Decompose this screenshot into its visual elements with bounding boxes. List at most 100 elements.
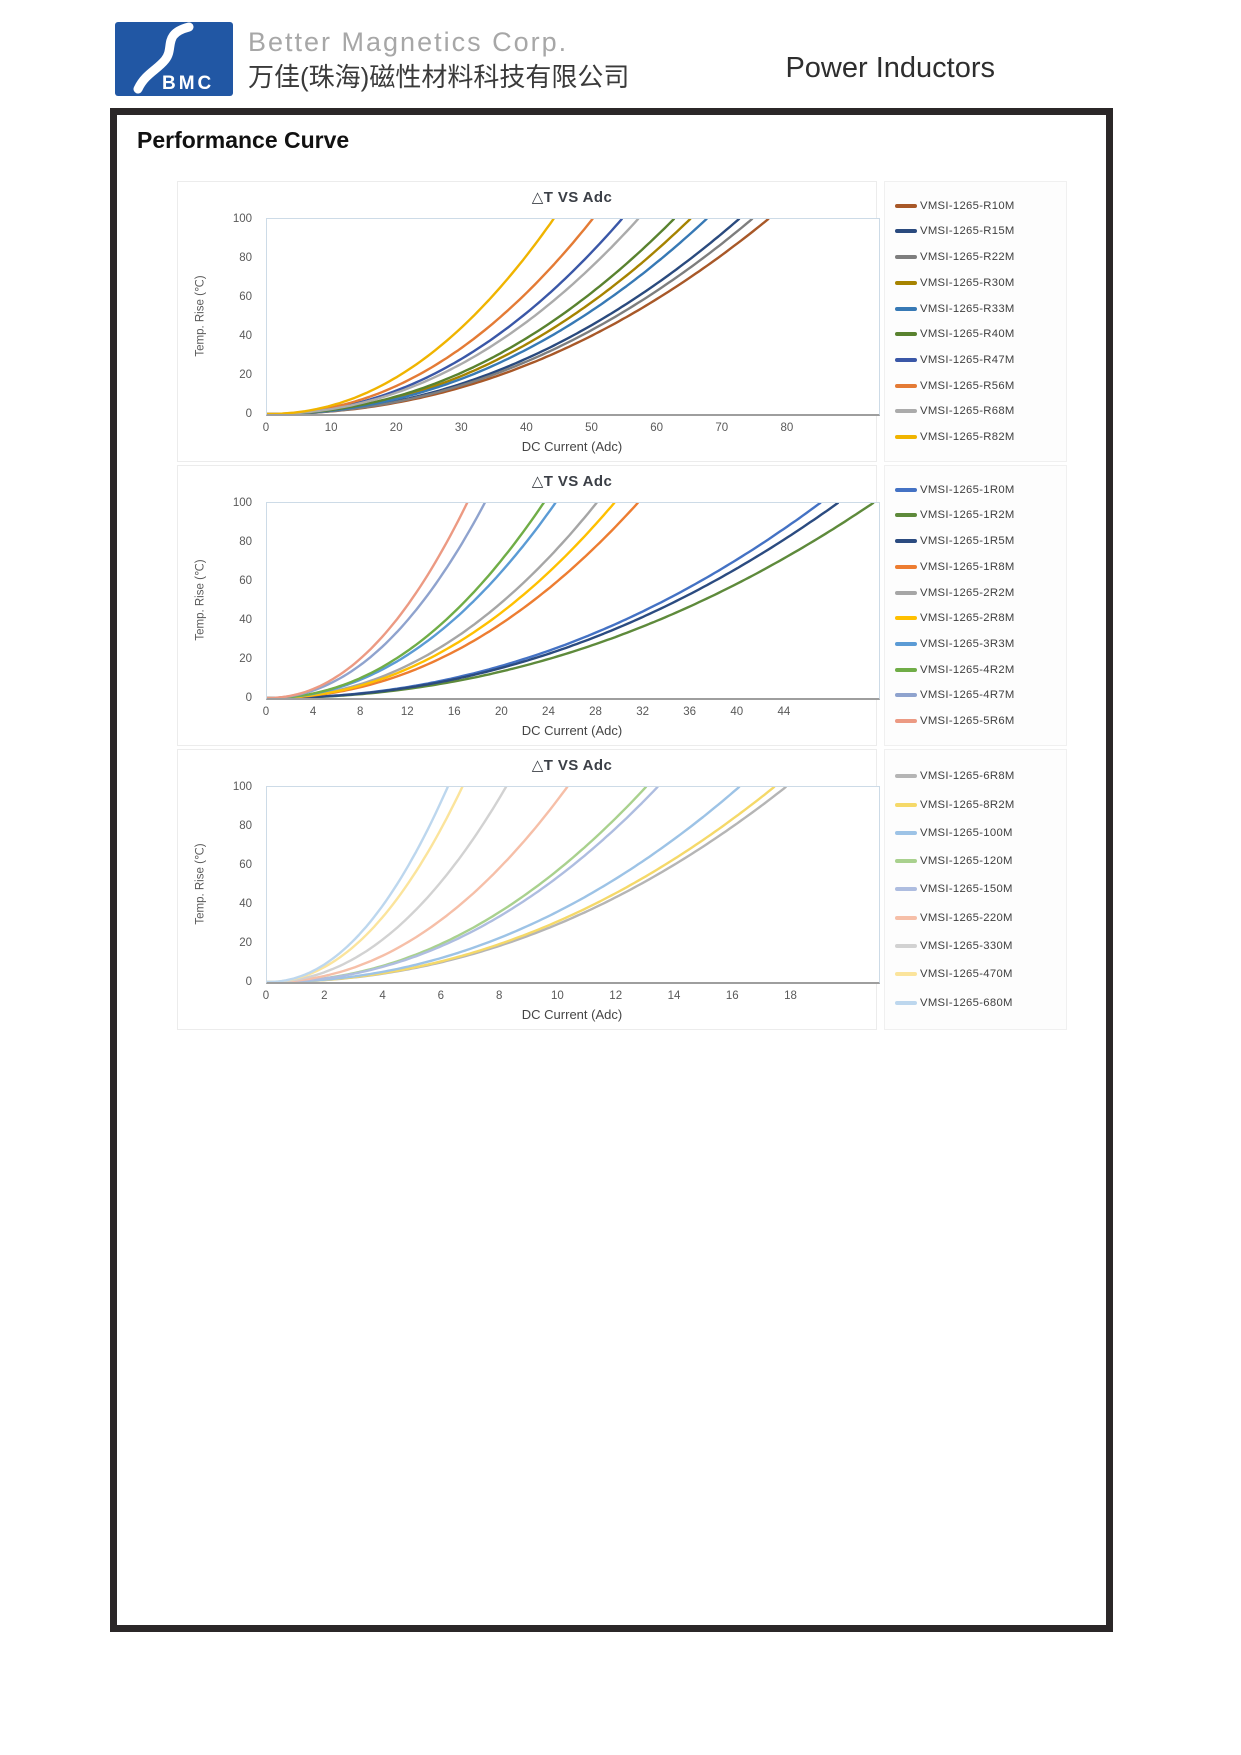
legend-item: VMSI-1265-4R7M	[895, 689, 1066, 701]
legend-label: VMSI-1265-R40M	[920, 328, 1015, 341]
x-tick-label: 18	[784, 990, 797, 1002]
x-axis-title: DC Current (Adc)	[521, 439, 623, 454]
chart-row: △T VS Adc Temp. Rise (℃) 0 20 40 60 80 100 0 10 20…	[177, 181, 1067, 462]
legend-item: VMSI-1265-1R5M	[895, 535, 1066, 547]
x-tick-label: 36	[683, 706, 697, 718]
legend-swatch-icon	[895, 802, 917, 807]
y-axis-ticks: 0 20 40 60 80 100	[178, 781, 260, 988]
legend-item: VMSI-1265-470M	[895, 968, 1066, 980]
x-axis-title: DC Current (Adc)	[521, 1007, 623, 1022]
legend-label: VMSI-1265-330M	[920, 940, 1013, 953]
legend-swatch-icon	[895, 915, 917, 920]
section-title: Performance Curve	[137, 127, 350, 153]
x-tick-label: 0	[262, 990, 270, 1002]
legend-swatch-icon	[895, 972, 917, 977]
x-tick-label: 40	[520, 422, 533, 434]
x-tick-label: 2	[321, 990, 328, 1002]
legend-swatch-icon	[895, 383, 917, 388]
legend-label: VMSI-1265-1R5M	[920, 535, 1015, 548]
legend-label: VMSI-1265-R22M	[920, 251, 1015, 264]
legend-label: VMSI-1265-2R8M	[920, 612, 1015, 625]
bmc-logo: BMC	[115, 22, 233, 96]
legend-swatch-icon	[895, 859, 917, 864]
x-tick-label: 0	[262, 422, 270, 434]
x-tick-label: 10	[324, 422, 338, 434]
legend-item: VMSI-1265-3R3M	[895, 638, 1066, 650]
x-axis-ticks: 0 10 20 30 40 50 60 70 80	[262, 422, 878, 436]
chart-title: △T VS Adc	[531, 473, 613, 490]
x-tick-label: 30	[454, 422, 468, 434]
curves-canvas	[267, 219, 770, 414]
series-curve-VMSI-1265-R15M	[267, 219, 741, 414]
legend-swatch-icon	[895, 306, 917, 311]
legend-item: VMSI-1265-150M	[895, 883, 1066, 895]
legend-label: VMSI-1265-470M	[920, 968, 1013, 981]
series-curve-VMSI-1265-8R2M	[267, 787, 776, 982]
legend-label: VMSI-1265-5R6M	[920, 715, 1015, 728]
chart-panel: △T VS Adc Temp. Rise (℃) 0 20 40 60 80 100 0 4 8 12…	[177, 465, 880, 746]
x-axis-ticks: 0 4 8 12 16 20 24 28 32 36 40 44	[263, 706, 878, 720]
chart-title: △T VS Adc	[531, 757, 613, 774]
x-tick-label: 8	[356, 706, 364, 718]
y-tick-label: 100	[232, 497, 252, 509]
legend-swatch-icon	[895, 616, 917, 621]
series-curve-VMSI-1265-5R6M	[267, 503, 469, 698]
y-axis-ticks: 0 20 40 60 80 100	[178, 497, 260, 704]
legend-item: VMSI-1265-100M	[895, 827, 1066, 839]
legend-swatch-icon	[895, 667, 917, 672]
legend-item: VMSI-1265-8R2M	[895, 799, 1066, 811]
legend-label: VMSI-1265-R33M	[920, 302, 1015, 315]
legend-item: VMSI-1265-R33M	[895, 303, 1066, 315]
series-curve-VMSI-1265-100M	[267, 787, 741, 982]
x-tick-label: 4	[309, 706, 317, 718]
legend-label: VMSI-1265-R82M	[920, 431, 1015, 444]
legend-swatch-icon	[895, 203, 917, 208]
legend-label: VMSI-1265-4R2M	[920, 663, 1015, 676]
legend-item: VMSI-1265-2R2M	[895, 587, 1066, 599]
y-tick-label: 80	[239, 536, 252, 548]
legend-item: VMSI-1265-R30M	[895, 277, 1066, 289]
x-tick-label: 6	[437, 990, 445, 1002]
legend-label: VMSI-1265-4R7M	[920, 689, 1015, 702]
legend-label: VMSI-1265-100M	[920, 826, 1013, 839]
legend-item: VMSI-1265-R68M	[895, 405, 1066, 417]
y-tick-label: 100	[232, 781, 252, 793]
legend-swatch-icon	[895, 774, 917, 779]
legend-item: VMSI-1265-R82M	[895, 431, 1066, 443]
x-tick-label: 70	[715, 422, 729, 434]
chart-panel: △T VS Adc Temp. Rise (℃) 0 20 40 60 80 100 0 10 20…	[177, 181, 880, 462]
legend-item: VMSI-1265-330M	[895, 940, 1066, 952]
legend-item: VMSI-1265-R15M	[895, 225, 1066, 237]
page-title: Power Inductors	[785, 52, 995, 84]
curves-canvas	[267, 503, 875, 698]
y-tick-label: 0	[245, 692, 252, 704]
curves-canvas	[267, 787, 787, 982]
legend-label: VMSI-1265-R47M	[920, 354, 1015, 367]
legend-swatch-icon	[895, 409, 917, 414]
legend: VMSI-1265-6R8M VMSI-1265-8R2M VMSI-1265-10…	[884, 749, 1067, 1030]
y-tick-label: 40	[239, 330, 252, 342]
legend-label: VMSI-1265-120M	[920, 855, 1013, 868]
chart-title: △T VS Adc	[531, 189, 613, 206]
series-curve-VMSI-1265-1R2M	[267, 503, 875, 698]
series-curve-VMSI-1265-2R8M	[267, 503, 616, 698]
legend-label: VMSI-1265-R15M	[920, 225, 1015, 238]
legend-label: VMSI-1265-8R2M	[920, 798, 1015, 811]
legend-swatch-icon	[895, 693, 917, 698]
x-tick-label: 80	[780, 422, 794, 434]
series-curve-VMSI-1265-1R5M	[267, 503, 839, 698]
logo-text: BMC	[162, 73, 214, 94]
legend-item: VMSI-1265-R56M	[895, 380, 1066, 392]
legend-label: VMSI-1265-220M	[920, 911, 1013, 924]
x-tick-label: 12	[400, 706, 414, 718]
bmc-logo-icon: BMC	[115, 22, 233, 96]
legend-label: VMSI-1265-3R3M	[920, 638, 1015, 651]
legend-swatch-icon	[895, 944, 917, 949]
x-tick-label: 28	[589, 706, 602, 718]
x-tick-label: 10	[551, 990, 564, 1002]
chart-row: △T VS Adc Temp. Rise (℃) 0 20 40 60 80 100 0 2 4 6 8…	[177, 749, 1067, 1030]
x-axis-title: DC Current (Adc)	[521, 723, 623, 738]
legend-label: VMSI-1265-1R8M	[920, 560, 1015, 573]
y-tick-label: 40	[239, 614, 252, 626]
